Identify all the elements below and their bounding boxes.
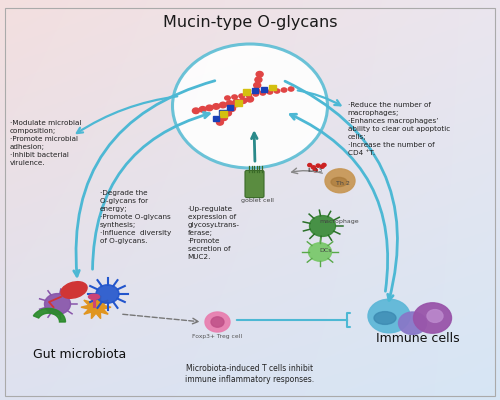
Circle shape xyxy=(220,102,226,108)
Bar xyxy=(213,116,219,121)
Circle shape xyxy=(427,310,443,322)
Circle shape xyxy=(320,165,324,168)
Circle shape xyxy=(308,164,312,167)
Bar xyxy=(219,110,226,115)
Circle shape xyxy=(288,86,294,92)
Text: ·Up-regulate
expression of
glycosyʟtrans-
ferase;
·Promote
secretion of
MUC2.: ·Up-regulate expression of glycosyʟtrans… xyxy=(188,206,240,260)
Circle shape xyxy=(274,88,280,94)
Circle shape xyxy=(240,98,246,104)
Circle shape xyxy=(172,44,328,168)
Circle shape xyxy=(199,106,206,112)
Circle shape xyxy=(224,110,232,116)
Text: Gut microbiota: Gut microbiota xyxy=(34,348,126,360)
Circle shape xyxy=(246,96,254,102)
Text: ·Modulate microbial
composition;
·Promote microbial
adhesion;
·Inhibit bacterial: ·Modulate microbial composition; ·Promot… xyxy=(10,120,82,166)
Circle shape xyxy=(310,216,336,236)
Ellipse shape xyxy=(88,294,100,299)
Circle shape xyxy=(256,72,263,77)
Circle shape xyxy=(368,299,410,333)
Ellipse shape xyxy=(374,312,396,324)
Circle shape xyxy=(312,166,316,169)
Text: Mucin-type O-glycans: Mucin-type O-glycans xyxy=(163,14,337,30)
Bar xyxy=(220,111,227,116)
Text: ·Reduce the number of
macrophages;
·Enhances macrophages’
ability to clear out a: ·Reduce the number of macrophages; ·Enha… xyxy=(348,102,450,156)
Ellipse shape xyxy=(61,282,87,298)
Text: DCs: DCs xyxy=(320,248,332,252)
Circle shape xyxy=(228,106,235,111)
Bar xyxy=(243,89,250,95)
Text: Immune cells: Immune cells xyxy=(376,332,460,344)
Circle shape xyxy=(44,294,70,314)
Bar xyxy=(261,86,268,92)
Circle shape xyxy=(255,77,262,82)
Polygon shape xyxy=(81,296,111,319)
Bar xyxy=(252,88,258,93)
Circle shape xyxy=(325,169,355,193)
Text: Foxp3+ Treg cell: Foxp3+ Treg cell xyxy=(192,334,242,339)
Circle shape xyxy=(220,115,228,120)
Text: Th 2: Th 2 xyxy=(336,181,349,186)
Circle shape xyxy=(192,108,200,114)
Circle shape xyxy=(96,285,119,303)
Circle shape xyxy=(226,101,233,106)
Bar xyxy=(234,100,242,106)
Text: IL-13: IL-13 xyxy=(308,168,323,172)
Circle shape xyxy=(254,82,260,88)
Bar xyxy=(227,105,233,110)
Circle shape xyxy=(238,93,245,99)
Ellipse shape xyxy=(331,177,347,186)
Circle shape xyxy=(205,312,230,332)
Circle shape xyxy=(314,169,318,172)
Circle shape xyxy=(260,90,266,96)
Circle shape xyxy=(398,312,426,334)
Circle shape xyxy=(414,303,452,333)
Circle shape xyxy=(232,101,239,107)
Circle shape xyxy=(308,243,332,261)
Circle shape xyxy=(224,95,231,101)
Circle shape xyxy=(231,94,238,100)
Circle shape xyxy=(216,120,224,125)
Bar xyxy=(270,84,276,90)
Circle shape xyxy=(245,92,252,98)
Text: Microbiota-induced T cells inhibit
immune inflammatory responses.: Microbiota-induced T cells inhibit immun… xyxy=(186,364,314,384)
FancyBboxPatch shape xyxy=(245,170,264,198)
Circle shape xyxy=(316,164,320,167)
Circle shape xyxy=(252,91,260,97)
Circle shape xyxy=(206,105,213,111)
Circle shape xyxy=(211,317,224,327)
Circle shape xyxy=(252,88,260,94)
Text: macrophage: macrophage xyxy=(319,219,358,224)
Circle shape xyxy=(212,104,220,109)
Circle shape xyxy=(322,163,326,166)
Circle shape xyxy=(266,89,274,95)
Circle shape xyxy=(233,99,240,105)
Circle shape xyxy=(280,87,287,93)
Text: ·Degrade the
O-glycans for
energy;
·Promote O-glycans
synthesis;
·Influence  div: ·Degrade the O-glycans for energy; ·Prom… xyxy=(100,190,171,244)
Polygon shape xyxy=(34,308,66,322)
Text: goblet cell: goblet cell xyxy=(241,198,274,203)
